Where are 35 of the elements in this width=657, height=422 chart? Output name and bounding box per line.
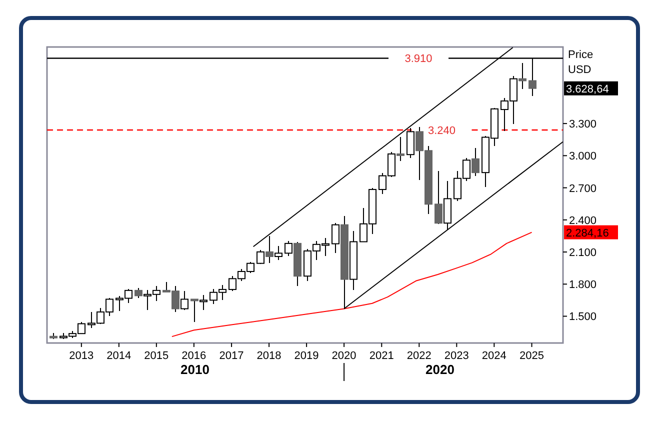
- x-tick-label: 2015: [144, 350, 169, 362]
- y-tick-label: 1.500: [569, 311, 597, 324]
- y-tick-label: 2.400: [569, 214, 597, 227]
- x-tick-label: 2020: [332, 350, 356, 362]
- y-tick-label: 2.100: [569, 247, 597, 260]
- x-tick-label: 2016: [182, 350, 206, 362]
- candlestick: [274, 246, 282, 260]
- x-tick-label: 2013: [69, 350, 94, 362]
- ref-line-label: 3.240: [428, 124, 456, 137]
- candlestick: [180, 290, 188, 310]
- y-axis-title: Price USD: [568, 49, 594, 76]
- candlestick: [332, 222, 340, 254]
- candlestick: [256, 250, 264, 264]
- text: 2.284,16: [566, 227, 609, 240]
- x-tick-label: 2022: [406, 350, 432, 362]
- y-tick-label: 3.000: [569, 150, 597, 163]
- x-tick-label: 2014: [106, 350, 132, 362]
- text: 2020: [426, 362, 454, 377]
- x-tick-label: 2017: [219, 350, 244, 362]
- text: 3.628,64: [566, 83, 609, 96]
- text: 2010: [180, 362, 210, 377]
- line-series: [171, 232, 532, 338]
- ref-line-label: 3.910: [404, 53, 432, 66]
- x-tick-label: 2023: [444, 350, 469, 362]
- y-tick-label: 3.300: [569, 118, 597, 131]
- candlestick: [406, 128, 414, 158]
- x-tick-label: 2024: [482, 350, 506, 362]
- candlestick: [284, 240, 292, 256]
- candlestick: [200, 294, 208, 310]
- y-tick-label: 2.700: [569, 182, 597, 195]
- y-tick-label: 1.800: [569, 279, 597, 292]
- x-tick-label: 2019: [294, 350, 319, 362]
- x-tick-label: 2021: [369, 350, 394, 362]
- x-tick-label: 2025: [520, 350, 544, 362]
- x-tick-label: 2018: [256, 350, 282, 362]
